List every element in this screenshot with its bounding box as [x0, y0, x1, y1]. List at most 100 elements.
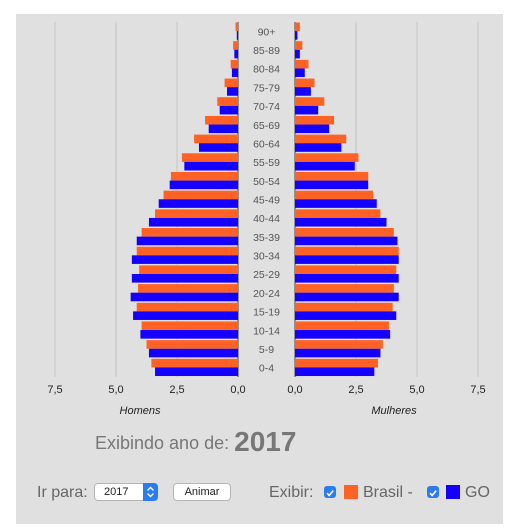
mulheres-label: Mulheres: [371, 405, 417, 417]
bar-homens-go-65-69: [208, 124, 238, 134]
bar-homens-brasil-55-59: [181, 153, 238, 162]
age-label: 85-89: [253, 45, 280, 57]
bar-homens-go-60-64: [198, 143, 238, 152]
displaying-year-label: Exibindo ano de:: [95, 433, 230, 453]
bar-mulheres-go-5-9: [295, 348, 381, 358]
bar-mulheres-go-20-24: [295, 292, 399, 302]
bar-homens-go-30-34: [131, 255, 238, 264]
bar-mulheres-go-50-54: [295, 180, 369, 190]
bar-homens-brasil-20-24: [137, 284, 238, 293]
bar-mulheres-brasil-60-64: [295, 134, 347, 144]
bar-mulheres-brasil-30-34: [295, 246, 399, 256]
bar-mulheres-brasil-85-89: [295, 41, 303, 50]
bar-homens-go-35-39: [136, 236, 238, 246]
bar-homens-go-40-44: [148, 217, 238, 227]
go-label: GO: [465, 484, 490, 501]
goto-label: Ir para:: [37, 484, 88, 501]
bar-mulheres-go-85-89: [295, 49, 300, 59]
x-tick-label-left: 2,5: [169, 384, 184, 396]
animate-button[interactable]: Animar: [173, 483, 231, 501]
displaying-year-value: 2017: [234, 426, 297, 457]
bar-mulheres-brasil-55-59: [295, 153, 359, 162]
bar-homens-go-5-9: [148, 348, 238, 358]
bar-homens-brasil-30-34: [136, 246, 238, 256]
x-tick-label-left: 0,0: [230, 384, 245, 396]
year-select[interactable]: 2017: [94, 483, 158, 501]
age-label: 40-44: [253, 213, 280, 225]
age-label: 35-39: [253, 232, 280, 244]
year-select-value: 2017: [104, 486, 129, 498]
bar-homens-brasil-45-49: [163, 190, 238, 200]
age-label: 70-74: [253, 101, 280, 113]
bar-mulheres-go-60-64: [295, 143, 342, 152]
age-label: 10-14: [253, 325, 280, 337]
bar-mulheres-brasil-90+: [295, 22, 300, 32]
bar-homens-brasil-5-9: [146, 340, 238, 349]
bar-homens-brasil-25-29: [139, 265, 238, 274]
age-label: 65-69: [253, 120, 280, 132]
bar-mulheres-brasil-70-74: [295, 97, 325, 106]
bar-homens-go-25-29: [131, 273, 238, 283]
bar-mulheres-go-65-69: [295, 124, 330, 134]
age-label: 75-79: [253, 82, 280, 94]
bar-homens-brasil-10-14: [141, 321, 238, 331]
bar-homens-go-10-14: [140, 330, 238, 339]
population-pyramid-chart: 90+ 85-89 80-84 75-79 70-74 65-69 60-64 55-59 50…: [47, 22, 486, 417]
bar-homens-go-20-24: [130, 292, 238, 302]
bar-homens-go-15-19: [133, 311, 238, 320]
pyramid-panel: [16, 14, 503, 524]
bar-mulheres-go-70-74: [295, 105, 319, 115]
brasil-checkbox[interactable]: [324, 486, 336, 498]
bar-mulheres-go-10-14: [295, 330, 391, 339]
age-label: 20-24: [253, 288, 280, 300]
bar-mulheres-brasil-80-84: [295, 59, 309, 69]
bar-mulheres-go-15-19: [295, 311, 397, 320]
bar-homens-brasil-70-74: [217, 97, 238, 106]
bar-homens-go-0-4: [155, 367, 238, 377]
bar-mulheres-go-45-49: [295, 199, 377, 208]
age-label: 5-9: [259, 344, 274, 356]
bar-mulheres-brasil-20-24: [295, 284, 394, 293]
bar-mulheres-brasil-40-44: [295, 209, 381, 218]
bar-mulheres-go-0-4: [295, 367, 375, 377]
bar-mulheres-brasil-10-14: [295, 321, 389, 331]
bar-mulheres-brasil-5-9: [295, 340, 383, 349]
bar-homens-brasil-40-44: [155, 209, 238, 218]
bar-mulheres-brasil-0-4: [295, 358, 378, 368]
show-label: Exibir:: [269, 484, 314, 501]
bar-homens-brasil-75-79: [224, 78, 238, 88]
age-label: 45-49: [253, 195, 280, 207]
bar-mulheres-go-55-59: [295, 161, 355, 171]
bar-homens-brasil-65-69: [205, 115, 238, 125]
bar-homens-brasil-90+: [235, 22, 238, 32]
bar-homens-brasil-0-4: [151, 358, 238, 368]
bar-homens-go-45-49: [158, 199, 238, 208]
bar-mulheres-brasil-75-79: [295, 78, 315, 88]
x-tick-label-right: 2,5: [348, 384, 363, 396]
go-checkbox[interactable]: [427, 486, 439, 498]
bar-mulheres-go-90+: [295, 31, 298, 40]
age-label: 0-4: [259, 363, 274, 375]
bar-mulheres-go-40-44: [295, 217, 387, 227]
check-icon: [326, 490, 334, 497]
age-label: 60-64: [253, 138, 280, 150]
bar-mulheres-go-30-34: [295, 255, 399, 264]
bar-mulheres-brasil-25-29: [295, 265, 397, 274]
x-tick-label-right: 5,0: [409, 384, 424, 396]
displaying-year: Exibindo ano de: 2017: [95, 426, 296, 458]
brasil-color-swatch: [344, 485, 358, 499]
go-color-swatch: [446, 485, 460, 499]
age-label: 50-54: [253, 176, 280, 188]
bar-mulheres-brasil-15-19: [295, 302, 393, 312]
bar-mulheres-go-35-39: [295, 236, 398, 246]
bar-homens-brasil-60-64: [194, 134, 238, 144]
bar-mulheres-go-75-79: [295, 87, 311, 96]
bar-homens-brasil-85-89: [233, 41, 238, 50]
bar-mulheres-brasil-50-54: [295, 171, 369, 181]
controls-bar: Ir para: 2017 Animar Exibir: Brasil - GO: [0, 481, 507, 505]
bar-homens-go-55-59: [184, 161, 238, 171]
bar-homens-brasil-35-39: [141, 228, 238, 237]
age-label: 15-19: [253, 307, 280, 319]
age-label: 25-29: [253, 269, 280, 281]
x-tick-label-left: 7,5: [47, 384, 62, 396]
